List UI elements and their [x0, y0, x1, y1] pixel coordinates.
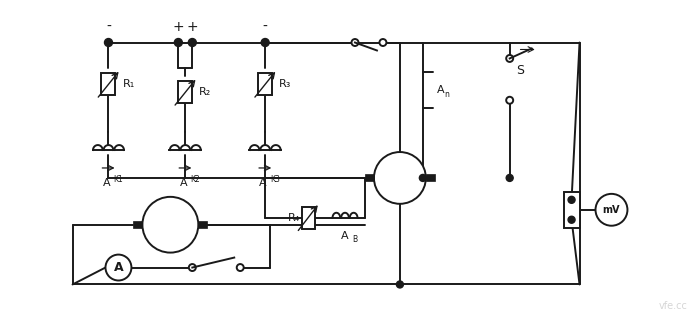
- Text: n: n: [444, 90, 449, 99]
- Text: K3: K3: [270, 175, 280, 185]
- Text: A: A: [179, 178, 187, 188]
- Text: R₄: R₄: [288, 213, 300, 223]
- Bar: [302, 207, 314, 229]
- Bar: [178, 81, 192, 103]
- Text: +: +: [172, 20, 184, 33]
- Circle shape: [506, 175, 513, 181]
- Circle shape: [104, 39, 113, 46]
- Text: vfe.cc: vfe.cc: [659, 301, 687, 311]
- Text: A: A: [437, 85, 444, 95]
- Circle shape: [506, 55, 513, 62]
- Circle shape: [189, 264, 196, 271]
- Bar: [134, 221, 142, 228]
- Text: K1: K1: [113, 175, 123, 185]
- Circle shape: [174, 39, 182, 46]
- Circle shape: [237, 264, 244, 271]
- Text: mV: mV: [603, 205, 620, 215]
- Text: -: -: [262, 20, 267, 33]
- Circle shape: [568, 216, 575, 223]
- Circle shape: [419, 175, 426, 181]
- Bar: [102, 73, 116, 95]
- Bar: [426, 175, 435, 181]
- Text: +: +: [186, 20, 198, 33]
- Circle shape: [506, 97, 513, 104]
- Circle shape: [596, 194, 627, 226]
- Circle shape: [379, 39, 386, 46]
- Circle shape: [106, 255, 132, 280]
- Circle shape: [351, 39, 358, 46]
- Circle shape: [568, 196, 575, 203]
- Text: S: S: [516, 64, 524, 77]
- Bar: [198, 221, 207, 228]
- Text: R₃: R₃: [279, 79, 291, 89]
- Text: K2: K2: [190, 175, 200, 185]
- Circle shape: [142, 197, 198, 252]
- Circle shape: [396, 281, 403, 288]
- Text: B: B: [352, 235, 357, 244]
- Text: A: A: [341, 231, 349, 241]
- Text: A: A: [260, 178, 267, 188]
- Bar: [258, 73, 272, 95]
- Text: A: A: [103, 178, 111, 188]
- Circle shape: [261, 39, 270, 46]
- Circle shape: [374, 152, 426, 204]
- Bar: [365, 175, 374, 181]
- Bar: [564, 192, 580, 228]
- Text: R₁: R₁: [122, 79, 134, 89]
- Circle shape: [188, 39, 196, 46]
- Text: R₂: R₂: [199, 87, 211, 97]
- Text: A: A: [113, 261, 123, 274]
- Text: -: -: [106, 20, 111, 33]
